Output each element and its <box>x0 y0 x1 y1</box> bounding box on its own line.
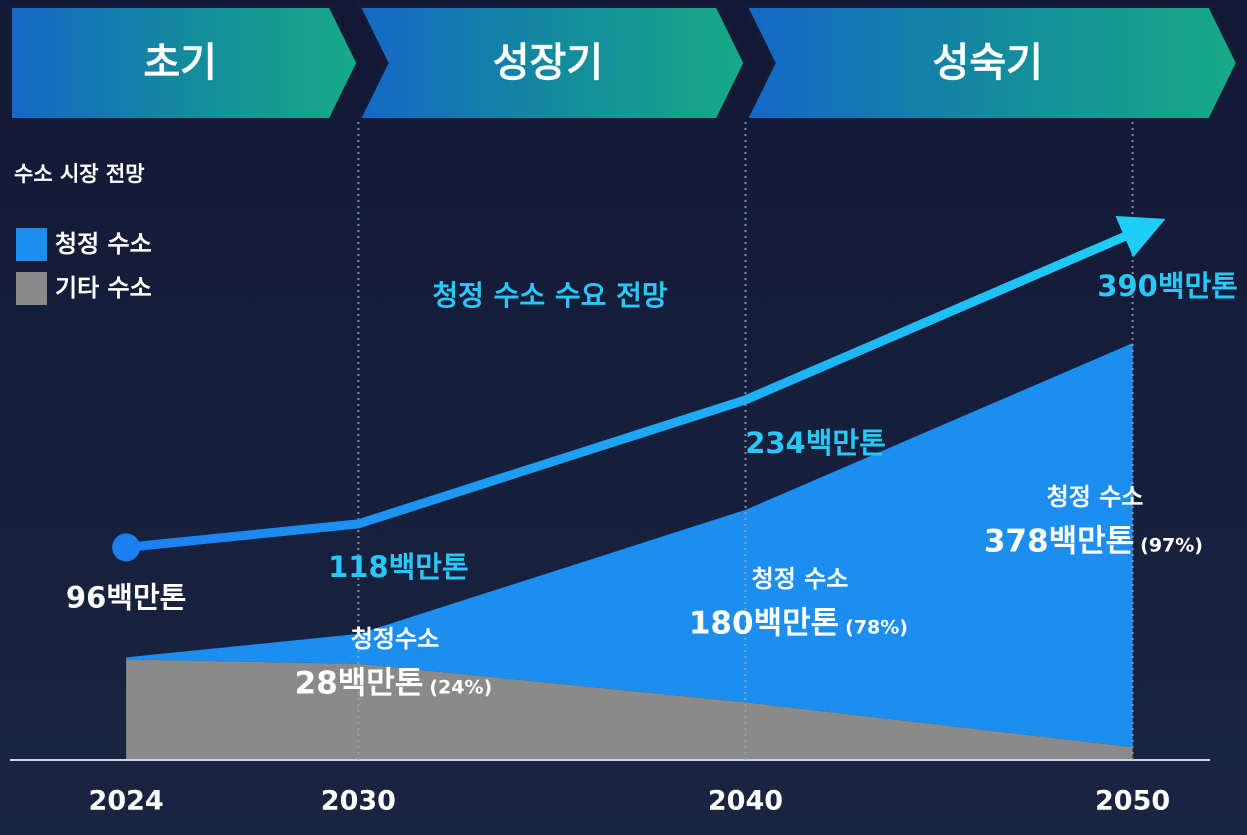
phase-label: 초기 <box>143 40 217 86</box>
area <box>126 659 1133 760</box>
total-label: 390백만톤 <box>1097 269 1238 303</box>
demand-start <box>112 533 141 562</box>
legend-label: 기타 수소 <box>55 274 152 302</box>
phase-banner <box>355 4 748 122</box>
legend-swatch <box>16 228 47 261</box>
total-label: 96백만톤 <box>66 580 186 614</box>
subtitle: 수소 시장 전망 <box>14 162 145 186</box>
share-label: (78%) <box>845 617 908 639</box>
area <box>126 343 1133 748</box>
value-label: 180백만톤 <box>689 606 839 642</box>
demand-arrow <box>125 216 1166 552</box>
point-name: 청정 수소 <box>1047 483 1144 511</box>
demand-title: 청정 수소 수요 전망 <box>432 279 668 312</box>
share-label: (24%) <box>429 677 492 699</box>
point-name: 청정수소 <box>351 625 439 653</box>
phase-banner <box>8 4 361 122</box>
share-label: (97%) <box>1140 535 1203 557</box>
total-label: 118백만톤 <box>328 550 469 584</box>
phase-banner <box>742 4 1241 122</box>
value-label: 28백만톤 <box>295 666 424 702</box>
total-label: 234백만톤 <box>745 426 886 460</box>
x-tick-label: 2040 <box>708 786 783 817</box>
value-label: 378백만톤 <box>984 524 1134 560</box>
phase-label: 성숙기 <box>933 40 1043 86</box>
point-name: 청정 수소 <box>752 565 849 593</box>
x-tick-label: 2024 <box>89 786 164 817</box>
x-tick-label: 2030 <box>321 786 396 817</box>
legend-swatch <box>16 272 47 305</box>
legend-label: 청정 수소 <box>55 230 152 258</box>
phase-label: 성장기 <box>493 40 603 86</box>
x-tick-label: 2050 <box>1095 786 1170 817</box>
